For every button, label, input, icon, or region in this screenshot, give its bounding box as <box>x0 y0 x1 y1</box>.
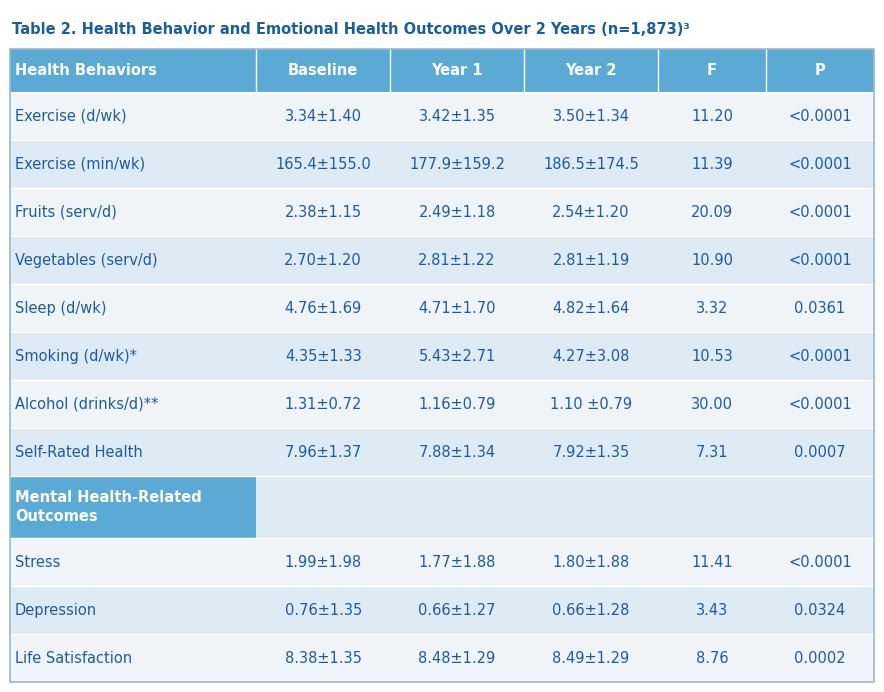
Text: 0.66±1.27: 0.66±1.27 <box>418 603 496 617</box>
Bar <box>10 10 874 49</box>
Text: 3.43: 3.43 <box>696 603 728 617</box>
Text: 4.27±3.08: 4.27±3.08 <box>552 349 629 364</box>
Text: <0.0001: <0.0001 <box>789 349 852 364</box>
Text: F: F <box>707 64 717 78</box>
Text: 2.38±1.15: 2.38±1.15 <box>285 205 362 220</box>
Text: 2.49±1.18: 2.49±1.18 <box>418 205 496 220</box>
Text: Self-Rated Health: Self-Rated Health <box>15 445 142 459</box>
Text: 11.39: 11.39 <box>691 157 733 172</box>
Text: Year 2: Year 2 <box>565 64 617 78</box>
Text: 3.42±1.35: 3.42±1.35 <box>419 109 496 124</box>
Text: Exercise (min/wk): Exercise (min/wk) <box>15 157 145 172</box>
Text: Mental Health-Related
Outcomes: Mental Health-Related Outcomes <box>15 491 202 524</box>
Bar <box>10 428 874 476</box>
Text: 186.5±174.5: 186.5±174.5 <box>543 157 639 172</box>
Text: 8.38±1.35: 8.38±1.35 <box>285 650 362 666</box>
Text: <0.0001: <0.0001 <box>789 157 852 172</box>
Bar <box>256 49 390 93</box>
Text: 7.92±1.35: 7.92±1.35 <box>552 445 629 459</box>
Text: 2.81±1.22: 2.81±1.22 <box>418 253 496 268</box>
Text: Baseline: Baseline <box>288 64 358 78</box>
Bar <box>524 49 658 93</box>
Text: 2.54±1.20: 2.54±1.20 <box>552 205 629 220</box>
Text: 4.35±1.33: 4.35±1.33 <box>285 349 362 364</box>
Text: Exercise (d/wk): Exercise (d/wk) <box>15 109 126 124</box>
Text: Sleep (d/wk): Sleep (d/wk) <box>15 301 106 316</box>
Text: <0.0001: <0.0001 <box>789 109 852 124</box>
Text: 8.76: 8.76 <box>696 650 728 666</box>
Text: Vegetables (serv/d): Vegetables (serv/d) <box>15 253 157 268</box>
Text: 177.9±159.2: 177.9±159.2 <box>409 157 505 172</box>
Bar <box>10 93 874 140</box>
Text: 11.41: 11.41 <box>691 554 733 570</box>
Text: 3.34±1.40: 3.34±1.40 <box>285 109 362 124</box>
Text: Table 2. Health Behavior and Emotional Health Outcomes Over 2 Years (n=1,873)³: Table 2. Health Behavior and Emotional H… <box>12 22 690 37</box>
Text: Fruits (serv/d): Fruits (serv/d) <box>15 205 117 220</box>
Text: 4.71±1.70: 4.71±1.70 <box>418 301 496 316</box>
Text: 2.70±1.20: 2.70±1.20 <box>285 253 362 268</box>
Text: 1.31±0.72: 1.31±0.72 <box>285 397 362 412</box>
Text: 8.48±1.29: 8.48±1.29 <box>418 650 496 666</box>
Bar <box>10 237 874 284</box>
Text: Depression: Depression <box>15 603 97 617</box>
Text: 5.43±2.71: 5.43±2.71 <box>418 349 496 364</box>
Text: <0.0001: <0.0001 <box>789 253 852 268</box>
Bar <box>10 284 874 332</box>
Text: 3.32: 3.32 <box>696 301 728 316</box>
Text: 0.76±1.35: 0.76±1.35 <box>285 603 362 617</box>
Text: 3.50±1.34: 3.50±1.34 <box>552 109 629 124</box>
Text: 1.10 ±0.79: 1.10 ±0.79 <box>550 397 632 412</box>
Text: 0.66±1.28: 0.66±1.28 <box>552 603 629 617</box>
Bar <box>766 49 874 93</box>
Text: <0.0001: <0.0001 <box>789 397 852 412</box>
Bar <box>10 49 256 93</box>
Bar <box>10 586 874 634</box>
Text: 165.4±155.0: 165.4±155.0 <box>275 157 371 172</box>
Text: 7.96±1.37: 7.96±1.37 <box>285 445 362 459</box>
Text: <0.0001: <0.0001 <box>789 554 852 570</box>
Text: 0.0324: 0.0324 <box>795 603 846 617</box>
Text: Stress: Stress <box>15 554 60 570</box>
Bar <box>10 140 874 188</box>
Bar <box>256 476 874 538</box>
Bar <box>10 332 874 381</box>
Text: 20.09: 20.09 <box>691 205 733 220</box>
Bar <box>658 49 766 93</box>
Text: Year 1: Year 1 <box>431 64 483 78</box>
Bar <box>10 381 874 428</box>
Text: 4.82±1.64: 4.82±1.64 <box>552 301 629 316</box>
Text: 0.0007: 0.0007 <box>794 445 846 459</box>
Text: 30.00: 30.00 <box>691 397 733 412</box>
Text: Life Satisfaction: Life Satisfaction <box>15 650 132 666</box>
Text: 8.49±1.29: 8.49±1.29 <box>552 650 629 666</box>
Bar <box>10 476 256 538</box>
Text: 0.0361: 0.0361 <box>795 301 846 316</box>
Text: 10.90: 10.90 <box>691 253 733 268</box>
Text: 1.77±1.88: 1.77±1.88 <box>418 554 496 570</box>
Text: P: P <box>815 64 826 78</box>
Text: Health Behaviors: Health Behaviors <box>15 64 156 78</box>
Text: Alcohol (drinks/d)**: Alcohol (drinks/d)** <box>15 397 158 412</box>
Text: 7.88±1.34: 7.88±1.34 <box>418 445 496 459</box>
Bar <box>390 49 524 93</box>
Text: 4.76±1.69: 4.76±1.69 <box>285 301 362 316</box>
Text: 1.16±0.79: 1.16±0.79 <box>418 397 496 412</box>
Bar <box>10 538 874 586</box>
Text: Smoking (d/wk)*: Smoking (d/wk)* <box>15 349 137 364</box>
Text: 0.0002: 0.0002 <box>794 650 846 666</box>
Text: 2.81±1.19: 2.81±1.19 <box>552 253 629 268</box>
Text: 7.31: 7.31 <box>696 445 728 459</box>
Text: 11.20: 11.20 <box>691 109 733 124</box>
Text: <0.0001: <0.0001 <box>789 205 852 220</box>
Text: 10.53: 10.53 <box>691 349 733 364</box>
Text: 1.80±1.88: 1.80±1.88 <box>552 554 629 570</box>
Bar <box>10 188 874 237</box>
Bar <box>10 634 874 682</box>
Text: 1.99±1.98: 1.99±1.98 <box>285 554 362 570</box>
